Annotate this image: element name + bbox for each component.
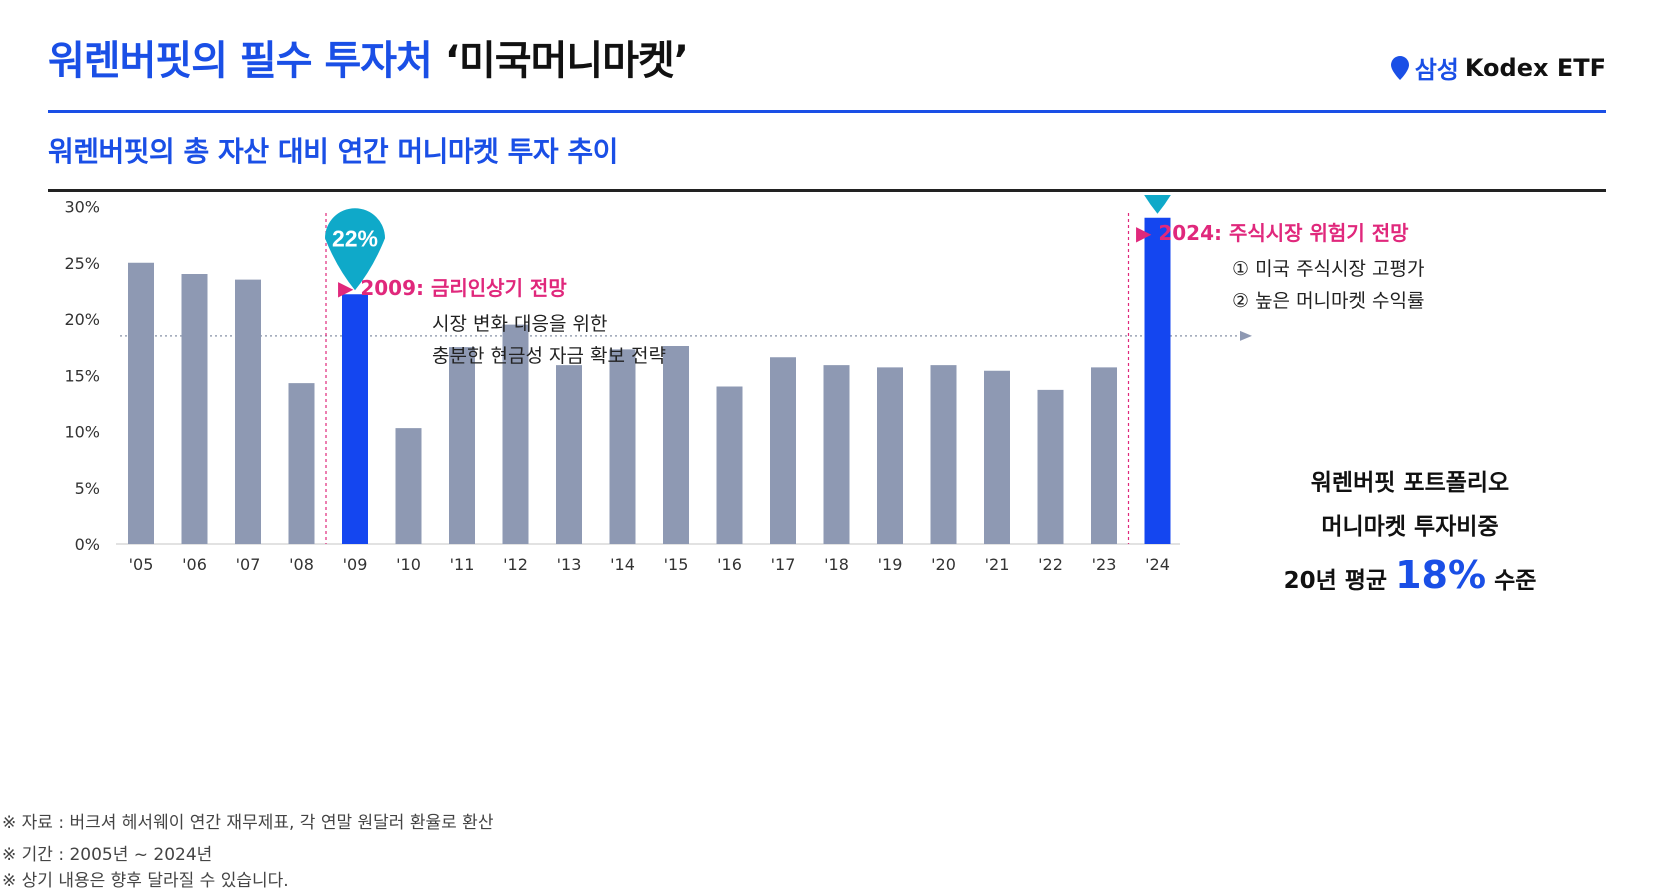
x-tick-label: '13 — [557, 555, 582, 574]
bar-13 — [556, 365, 582, 544]
x-axis: '05 '06 '07 '08 '09 '10 '11 '12 '13 '14 '15 '16 '17 '… — [129, 555, 1170, 574]
annotation-line: 시장 변화 대응을 위한 — [432, 313, 607, 335]
x-tick-label: '14 — [610, 555, 635, 574]
y-tick-label: 25% — [64, 254, 100, 273]
average-arrow-icon — [1240, 330, 1252, 341]
y-tick-label: 15% — [64, 366, 100, 385]
bar-14 — [609, 349, 636, 544]
note-source: ※ 자료 : 버크셔 헤서웨이 연간 재무제표, 각 연말 원달러 환율로 환산 — [2, 813, 494, 833]
bar-21 — [984, 370, 1010, 544]
money-market-bar-chart: 0%5%10%15%20%25%30%35% '05'06'07'08'09'1… — [64, 195, 1537, 597]
bar-08 — [288, 383, 315, 544]
bar-23 — [1091, 367, 1117, 544]
bar-12 — [502, 324, 529, 544]
x-tick-label: '20 — [931, 555, 956, 574]
bar-11 — [449, 347, 475, 544]
annotation-line: ② 높은 머니마켓 수익률 — [1232, 290, 1424, 312]
y-tick-label: 30% — [64, 198, 100, 217]
average-line — [120, 330, 1252, 341]
bar-07 — [235, 279, 261, 544]
x-tick-label: '18 — [824, 555, 849, 574]
callout-line2: 머니마켓 투자비중 — [1321, 514, 1498, 540]
bar-19 — [877, 367, 903, 544]
note-period: ※ 기간 : 2005년 ~ 2024년 — [2, 845, 213, 865]
x-tick-label: '21 — [985, 555, 1010, 574]
x-tick-label: '05 — [129, 555, 154, 574]
y-tick-label: 20% — [64, 310, 100, 329]
title-black: ‘미국머니마켓’ — [444, 38, 689, 84]
x-tick-label: '16 — [717, 555, 742, 574]
value-pin-icon — [325, 208, 385, 291]
x-tick-label: '07 — [236, 555, 261, 574]
bar-09 — [342, 294, 368, 544]
x-tick-label: '15 — [664, 555, 689, 574]
x-tick-label: '22 — [1038, 555, 1063, 574]
annotation-line: 충분한 현금성 자금 확보 전략 — [432, 345, 666, 367]
highlight-guides — [325, 213, 1130, 544]
bar-05 — [128, 262, 154, 544]
x-tick-label: '08 — [289, 555, 314, 574]
brand-samsung: 삼성 — [1414, 56, 1459, 84]
bar-06 — [181, 274, 208, 544]
x-tick-label: '12 — [503, 555, 528, 574]
bar-24 — [1144, 217, 1171, 544]
brand-logo: 삼성 Kodex ETF — [1390, 50, 1606, 85]
average-value: 18% — [1395, 553, 1486, 597]
note-disclaimer: ※ 상기 내용은 향후 달라질 수 있습니다. — [2, 871, 289, 891]
x-tick-label: '23 — [1092, 555, 1117, 574]
bars — [128, 217, 1171, 544]
callout-line1: 워렌버핏 포트폴리오 — [1311, 470, 1509, 496]
chart-subtitle: 워렌버핏의 총 자산 대비 연간 머니마켓 투자 추이 — [48, 135, 618, 168]
callout-line3: 20년 평균 18% 수준 — [1284, 553, 1537, 597]
subtitle-divider — [48, 189, 1606, 192]
x-tick-label: '10 — [396, 555, 421, 574]
y-tick-label: 10% — [64, 423, 100, 442]
value-pins: 22%28% — [325, 195, 1171, 291]
bar-15 — [663, 346, 689, 544]
x-tick-label: '11 — [450, 555, 475, 574]
x-tick-label: '19 — [878, 555, 903, 574]
bar-17 — [770, 357, 796, 544]
x-tick-label: '24 — [1145, 555, 1170, 574]
x-tick-label: '17 — [771, 555, 796, 574]
bar-18 — [823, 365, 850, 544]
bar-22 — [1037, 389, 1064, 544]
bar-16 — [716, 386, 743, 544]
title-blue: 워렌버핏의 필수 투자처 — [48, 38, 433, 84]
pin-value-label: 22% — [332, 225, 378, 251]
bar-20 — [930, 365, 957, 544]
value-pin-icon — [1144, 195, 1171, 214]
title-divider — [48, 110, 1606, 113]
bar-10 — [395, 428, 422, 544]
location-pin-icon — [1390, 55, 1409, 80]
annotation-title: ▶ 2009: 금리인상기 전망 — [338, 276, 567, 300]
brand-kodex: Kodex ETF — [1464, 53, 1606, 82]
annotation-line: ① 미국 주식시장 고평가 — [1232, 258, 1424, 280]
x-tick-label: '06 — [182, 555, 207, 574]
x-tick-label: '09 — [343, 555, 368, 574]
y-tick-label: 5% — [75, 479, 100, 498]
page-title: 워렌버핏의 필수 투자처 ‘미국머니마켓’ — [48, 28, 689, 86]
y-tick-label: 0% — [75, 535, 100, 554]
annotation-title: ▶ 2024: 주식시장 위험기 전망 — [1136, 221, 1409, 245]
